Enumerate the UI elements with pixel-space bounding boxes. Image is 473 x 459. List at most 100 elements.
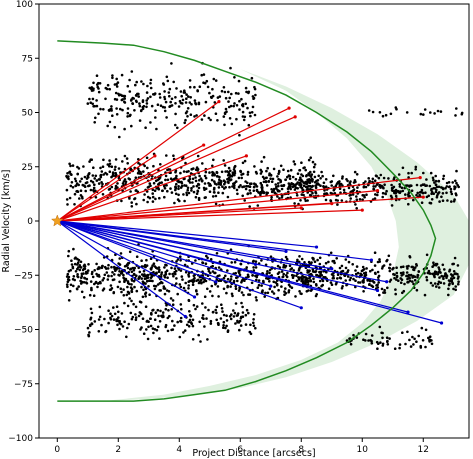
data-point — [378, 325, 382, 329]
data-point — [321, 279, 325, 283]
data-point — [182, 331, 185, 334]
data-point — [374, 174, 378, 177]
data-point — [229, 317, 233, 321]
data-point — [158, 337, 161, 340]
data-point — [209, 319, 213, 323]
data-point — [119, 287, 123, 291]
data-point — [226, 269, 229, 272]
data-point — [372, 185, 375, 188]
data-point — [246, 173, 250, 176]
data-point — [183, 199, 186, 203]
data-point — [213, 180, 216, 183]
data-point — [108, 162, 112, 166]
data-point — [126, 115, 129, 118]
data-point — [348, 194, 352, 197]
data-point — [91, 275, 95, 279]
data-point — [98, 305, 102, 309]
data-point — [234, 271, 237, 275]
data-point — [412, 268, 416, 272]
data-point — [401, 166, 405, 170]
data-point — [412, 343, 415, 346]
data-point — [152, 331, 155, 335]
y-axis-label: Radial Velocity [km/s] — [1, 170, 12, 273]
data-point — [341, 269, 345, 273]
data-point — [431, 265, 434, 269]
data-point — [187, 284, 190, 287]
data-point — [141, 317, 145, 321]
data-point — [254, 170, 258, 174]
data-point — [252, 321, 255, 325]
data-point — [223, 182, 226, 186]
data-point — [130, 283, 133, 286]
data-point — [173, 324, 176, 327]
data-point — [90, 286, 93, 290]
data-point — [170, 266, 173, 270]
data-point — [233, 76, 236, 79]
data-point — [296, 258, 299, 262]
data-point — [145, 91, 149, 94]
data-point — [311, 256, 314, 260]
data-point — [193, 115, 196, 118]
data-point — [145, 99, 148, 102]
redshifted-ray-endpoint — [421, 195, 425, 199]
data-point — [441, 192, 445, 195]
data-point — [204, 279, 208, 283]
data-point — [443, 274, 447, 278]
data-point — [113, 168, 117, 171]
data-point — [151, 200, 155, 203]
data-point — [158, 196, 161, 200]
data-point — [238, 108, 241, 111]
data-point — [174, 192, 178, 196]
data-point — [153, 189, 157, 192]
data-point — [194, 195, 198, 199]
data-point — [353, 170, 357, 174]
data-point — [206, 256, 209, 260]
data-point — [134, 305, 138, 309]
data-point — [196, 189, 199, 193]
data-point — [139, 170, 142, 174]
data-point — [68, 170, 72, 174]
data-point — [218, 260, 222, 264]
data-point — [194, 176, 197, 179]
data-point — [456, 264, 460, 267]
data-point — [155, 328, 159, 332]
data-point — [234, 285, 237, 288]
data-point — [456, 184, 460, 187]
data-point — [98, 280, 102, 284]
data-point — [224, 107, 228, 111]
data-point — [310, 173, 314, 176]
data-point — [142, 82, 145, 86]
data-point — [69, 184, 73, 188]
data-point — [254, 266, 258, 269]
data-point — [112, 291, 116, 294]
data-point — [369, 269, 372, 273]
data-point — [395, 274, 399, 278]
data-point — [225, 314, 228, 318]
data-point — [241, 103, 245, 106]
data-point — [93, 183, 96, 186]
data-point — [123, 127, 126, 131]
data-point — [178, 283, 182, 286]
data-point — [169, 297, 173, 300]
data-point — [436, 282, 440, 286]
data-point — [322, 275, 326, 279]
data-point — [91, 102, 94, 106]
data-point — [89, 316, 93, 320]
data-point — [447, 283, 451, 287]
data-point — [161, 281, 164, 285]
data-point — [377, 281, 381, 284]
data-point — [82, 267, 86, 271]
data-point — [432, 192, 436, 195]
data-point — [264, 291, 267, 295]
data-point — [123, 320, 126, 324]
data-point — [130, 278, 134, 281]
data-point — [95, 74, 99, 77]
data-point — [146, 166, 149, 170]
data-point — [192, 303, 196, 307]
data-point — [219, 181, 223, 185]
data-point — [428, 184, 432, 188]
data-point — [107, 309, 110, 313]
data-point — [126, 162, 129, 165]
data-point — [71, 186, 75, 189]
data-point — [415, 263, 418, 266]
